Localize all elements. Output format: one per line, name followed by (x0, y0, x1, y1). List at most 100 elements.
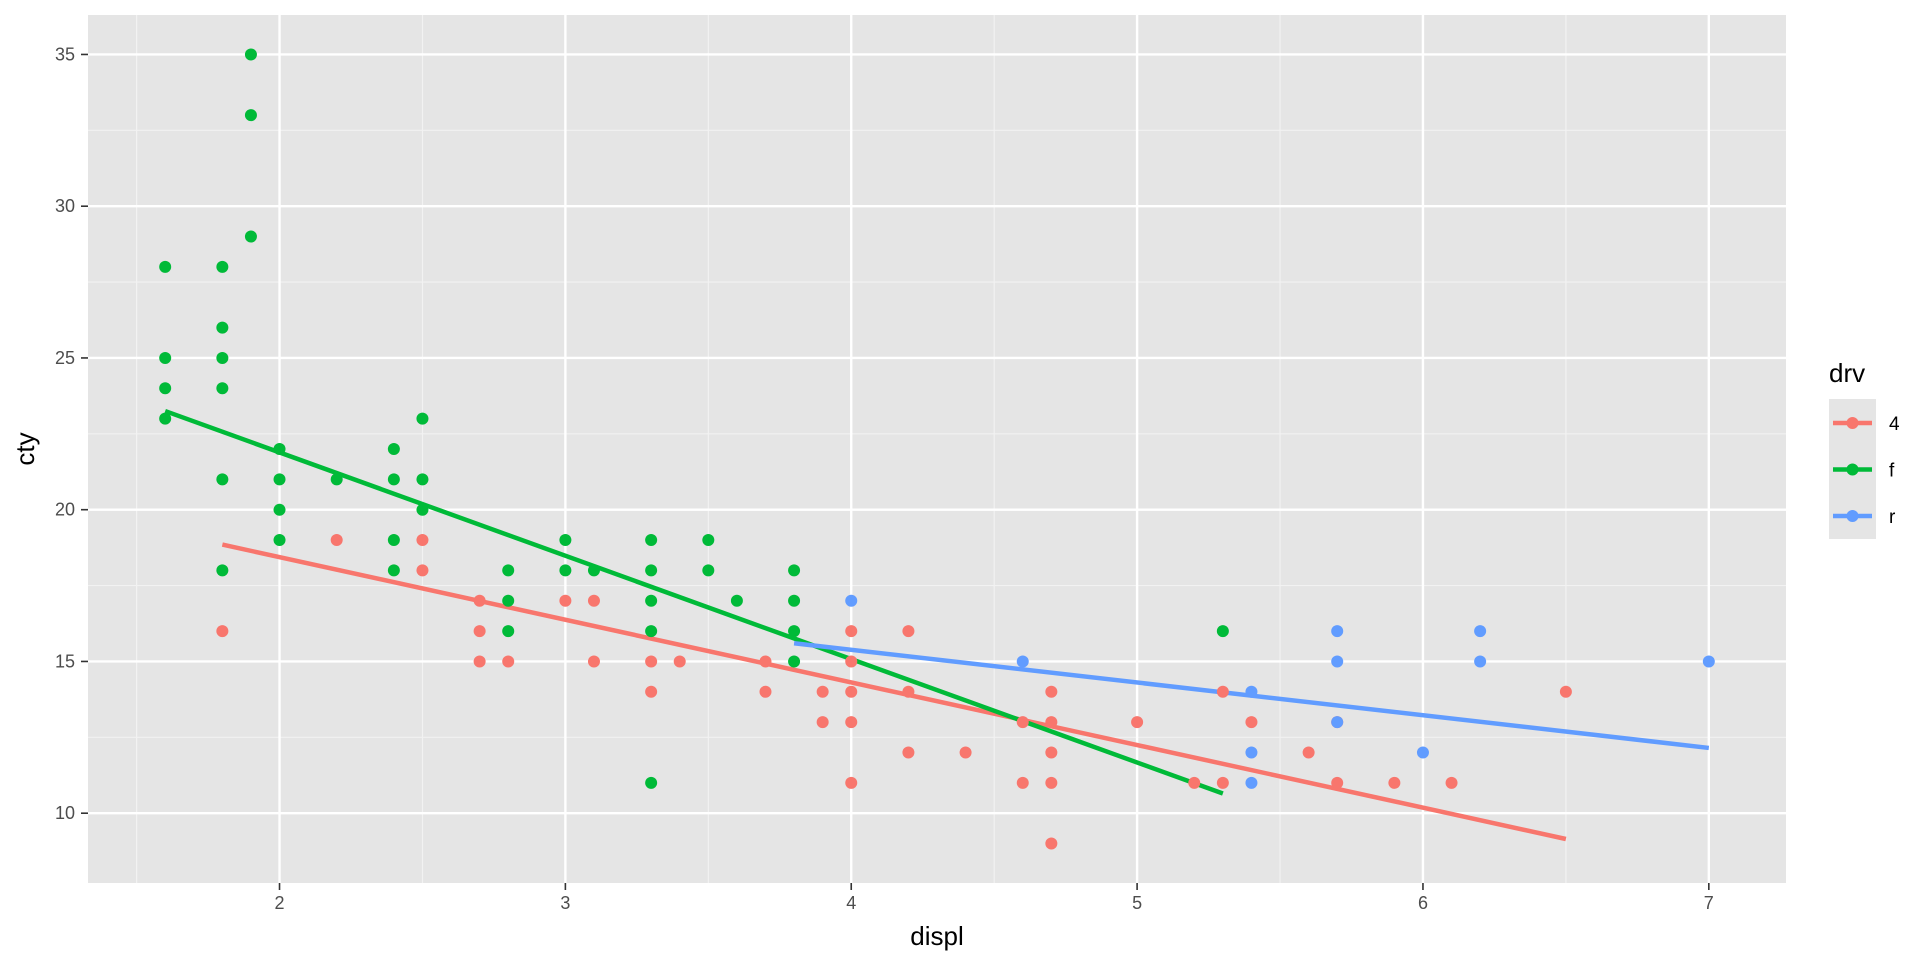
grid (88, 15, 1786, 883)
data-point-f (159, 260, 172, 273)
data-point-f (788, 564, 801, 577)
legend-label-r: r (1889, 507, 1896, 528)
data-point-f (502, 564, 515, 577)
axes: 2 3 4 5 6 7 10 15 20 25 30 35 (55, 44, 1714, 913)
data-point-4 (1131, 716, 1144, 729)
data-point-r (845, 594, 858, 607)
data-point-4 (1045, 716, 1058, 729)
legend-title: drv (1829, 358, 1865, 388)
data-point-f (387, 473, 400, 486)
data-point-f (387, 564, 400, 577)
x-tick-label: 6 (1418, 893, 1428, 913)
data-point-f (159, 412, 172, 425)
data-point-f (730, 594, 743, 607)
data-point-f (216, 260, 229, 273)
data-point-4 (416, 564, 429, 577)
data-point-f (244, 48, 257, 61)
data-point-4 (1302, 746, 1315, 759)
data-point-4 (1245, 716, 1258, 729)
data-point-r (1331, 655, 1344, 668)
legend-key-point-r (1846, 510, 1859, 522)
data-point-4 (473, 655, 486, 668)
data-point-4 (1045, 746, 1058, 759)
data-point-f (330, 473, 343, 486)
data-point-f (216, 382, 229, 395)
data-point-f (244, 230, 257, 243)
y-axis-title: cty (10, 432, 40, 465)
legend-key-point-f (1846, 463, 1859, 476)
data-point-f (645, 534, 658, 547)
data-point-f (216, 351, 229, 364)
data-point-f (273, 443, 286, 455)
y-tick-label: 30 (55, 196, 75, 216)
data-point-4 (845, 776, 858, 789)
y-tick-label: 35 (55, 44, 75, 64)
data-point-f (702, 534, 715, 547)
legend-label-f: f (1889, 461, 1895, 482)
data-point-4 (1045, 776, 1058, 789)
legend-label-4: 4 (1889, 414, 1900, 435)
data-point-f (416, 473, 429, 486)
data-point-f (502, 625, 515, 638)
data-point-f (788, 594, 801, 607)
data-point-f (273, 503, 286, 516)
y-tick-label: 20 (55, 500, 75, 520)
data-point-4 (1559, 685, 1572, 698)
data-point-4 (1016, 716, 1029, 729)
data-point-4 (1188, 776, 1201, 789)
data-point-4 (1388, 776, 1401, 789)
data-point-4 (845, 655, 858, 668)
data-point-4 (587, 655, 600, 668)
data-point-4 (902, 746, 915, 759)
data-point-f (387, 443, 400, 455)
data-point-4 (845, 685, 858, 698)
data-point-f (1216, 625, 1229, 638)
data-point-4 (1216, 776, 1229, 789)
data-point-4 (416, 534, 429, 547)
data-point-4 (902, 625, 915, 638)
data-point-4 (473, 625, 486, 638)
data-point-r (1331, 716, 1344, 729)
data-point-4 (1016, 776, 1029, 789)
data-point-f (788, 655, 801, 668)
x-tick-label: 2 (275, 893, 285, 913)
data-point-f (159, 382, 172, 395)
data-point-r (1416, 746, 1429, 759)
legend-key-point-4 (1846, 417, 1859, 429)
data-point-r (1245, 685, 1258, 698)
data-point-4 (587, 594, 600, 607)
data-point-4 (816, 716, 829, 729)
data-point-4 (759, 685, 772, 698)
x-tick-label: 3 (560, 893, 570, 913)
x-tick-label: 5 (1132, 893, 1142, 913)
data-point-4 (1445, 776, 1458, 789)
data-point-4 (330, 534, 343, 547)
data-point-f (645, 594, 658, 607)
data-point-4 (1045, 685, 1058, 698)
data-point-f (216, 321, 229, 334)
data-point-4 (502, 655, 515, 668)
data-point-f (387, 534, 400, 547)
data-point-4 (845, 716, 858, 729)
data-point-4 (1331, 776, 1344, 789)
data-point-f (645, 625, 658, 638)
data-point-4 (216, 625, 229, 638)
data-point-r (1331, 625, 1344, 638)
data-point-4 (816, 685, 829, 698)
data-point-4 (1045, 837, 1058, 850)
data-point-r (1702, 655, 1715, 668)
data-point-r (1474, 655, 1487, 668)
data-points (159, 48, 1715, 850)
data-point-f (502, 594, 515, 607)
data-point-f (559, 534, 572, 547)
data-point-f (587, 564, 600, 577)
y-tick-label: 25 (55, 348, 75, 368)
data-point-f (788, 625, 801, 638)
data-point-f (216, 473, 229, 486)
data-point-f (244, 109, 257, 122)
trend-line-f (164, 408, 1224, 796)
data-point-f (273, 534, 286, 547)
x-axis-title: displ (910, 921, 963, 951)
data-point-4 (959, 746, 972, 759)
